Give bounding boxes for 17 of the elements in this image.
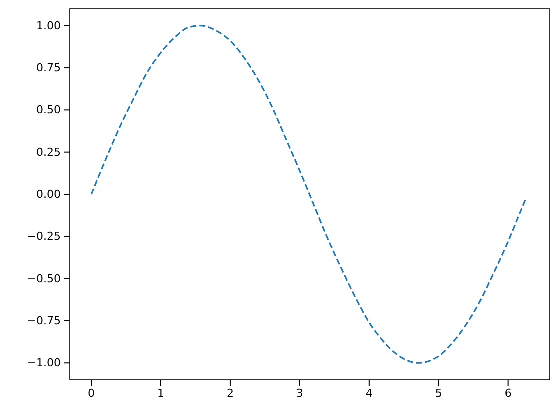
x-tick-label: 3 — [296, 386, 304, 400]
y-tick-label: 0.75 — [36, 62, 61, 75]
y-tick-label: −1.00 — [27, 356, 61, 370]
y-tick-label: 0.00 — [36, 188, 61, 202]
x-tick-label: 6 — [504, 386, 512, 400]
x-tick-label: 2 — [226, 386, 234, 400]
y-tick-label: −0.75 — [27, 314, 61, 328]
x-tick-label: 4 — [366, 386, 373, 400]
y-tick-label: −0.25 — [27, 230, 61, 244]
x-tick-label: 1 — [158, 386, 164, 400]
y-tick-label: 0.50 — [36, 104, 61, 117]
line-series — [90, 25, 528, 364]
y-tick-label: 1.00 — [36, 19, 61, 32]
x-tick-label: 0 — [88, 386, 96, 400]
y-tick-label: 0.25 — [36, 146, 61, 159]
y-tick-label: −0.50 — [27, 272, 61, 286]
x-tick-label: 5 — [435, 386, 442, 400]
